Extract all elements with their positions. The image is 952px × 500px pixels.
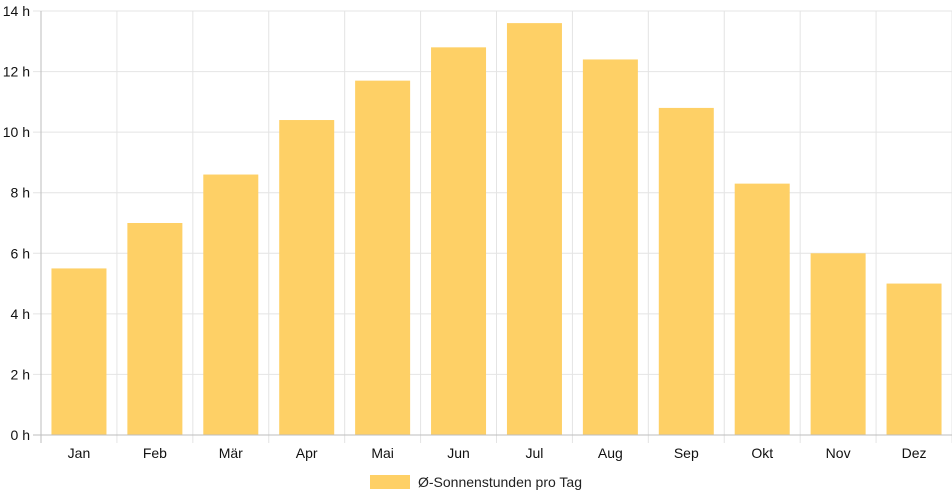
y-tick-label: 14 h (3, 3, 30, 19)
bar-jun[interactable] (431, 47, 487, 435)
x-tick-label: Aug (598, 445, 623, 461)
bar-feb[interactable] (127, 223, 183, 435)
y-tick-label: 12 h (3, 64, 30, 80)
x-tick-label: Okt (751, 445, 773, 461)
x-tick-label: Jan (68, 445, 91, 461)
x-tick-label: Mär (219, 445, 243, 461)
axes (40, 11, 952, 436)
grid-lines (33, 10, 952, 443)
y-tick-label: 8 h (11, 185, 30, 201)
y-tick-label: 4 h (11, 306, 30, 322)
bar-jul[interactable] (506, 23, 562, 435)
bar-jan[interactable] (51, 268, 107, 435)
bar-apr[interactable] (279, 120, 335, 436)
bar-mär[interactable] (203, 174, 259, 436)
x-tick-label: Feb (143, 445, 167, 461)
bar-okt[interactable] (734, 183, 790, 435)
y-tick-label: 0 h (11, 427, 30, 443)
y-tick-label: 2 h (11, 366, 30, 382)
x-tick-label: Jul (526, 445, 544, 461)
legend[interactable]: Ø-Sonnenstunden pro Tag (370, 474, 582, 490)
x-tick-label: Nov (826, 445, 851, 461)
bar-dez[interactable] (886, 283, 942, 435)
bar-mai[interactable] (355, 80, 411, 436)
x-tick-label: Mai (371, 445, 394, 461)
bar-aug[interactable] (582, 59, 638, 435)
y-tick-labels: 0 h 2 h 4 h 6 h 8 h 10 h 12 h 14 h (3, 3, 30, 443)
x-tick-labels: Jan Feb Mär Apr Mai Jun Jul Aug Sep Okt Nov Dez (68, 445, 927, 461)
bar-sep[interactable] (658, 107, 714, 436)
y-tick-label: 10 h (3, 124, 30, 140)
bar-nov[interactable] (810, 253, 866, 435)
y-tick-label: 6 h (11, 245, 30, 261)
bars (51, 23, 942, 436)
x-tick-label: Jun (447, 445, 470, 461)
legend-swatch (370, 475, 410, 489)
x-tick-label: Dez (902, 445, 927, 461)
x-tick-label: Apr (296, 445, 318, 461)
x-tick-label: Sep (674, 445, 699, 461)
legend-label: Ø-Sonnenstunden pro Tag (418, 474, 582, 490)
